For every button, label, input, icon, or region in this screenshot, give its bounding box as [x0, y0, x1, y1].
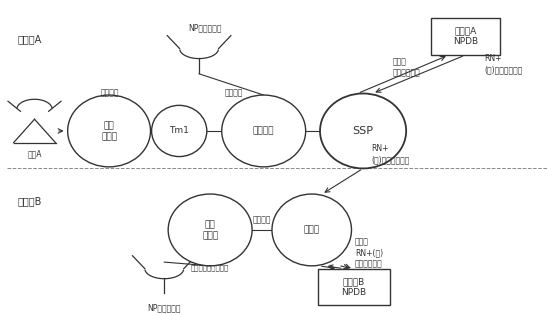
Ellipse shape [68, 95, 150, 167]
Ellipse shape [222, 95, 306, 167]
Ellipse shape [152, 105, 207, 157]
Text: 运营者B
NPDB: 运营者B NPDB [341, 277, 366, 297]
Text: Tm1: Tm1 [169, 126, 189, 135]
Bar [431, 18, 500, 55]
Text: NP用户新位置: NP用户新位置 [148, 303, 181, 312]
Text: 被叫号码: 被叫号码 [225, 88, 243, 97]
Ellipse shape [168, 194, 252, 266]
Bar [318, 269, 390, 306]
Text: RN+
(原)被叫用户号码: RN+ (原)被叫用户号码 [371, 144, 410, 164]
Ellipse shape [272, 194, 351, 266]
Text: 关口局: 关口局 [304, 226, 320, 234]
Text: 用户A: 用户A [27, 149, 42, 158]
Text: 业务键
被叫用户号码: 业务键 被叫用户号码 [392, 57, 420, 77]
Text: 被叫号码: 被叫号码 [253, 215, 271, 225]
Text: 运营商A: 运营商A [18, 34, 42, 44]
Text: SSP: SSP [352, 126, 374, 136]
Text: 被叫号码: 被叫号码 [100, 88, 119, 97]
Text: 发端
交换机: 发端 交换机 [101, 121, 117, 141]
Ellipse shape [320, 94, 406, 169]
Text: 运营者A
NPDB: 运营者A NPDB [453, 26, 478, 46]
Text: NP用户原位置: NP用户原位置 [188, 23, 221, 32]
Text: 服务
交换机: 服务 交换机 [202, 220, 218, 240]
Text: 原交换机: 原交换机 [253, 126, 274, 135]
Text: 真正的被叫用户号码: 真正的被叫用户号码 [191, 264, 229, 271]
Text: 运营商B: 运营商B [18, 196, 42, 206]
Text: RN+
(原)被叫用户号码: RN+ (原)被叫用户号码 [485, 54, 523, 74]
Text: 业务键
RN+(原)
被叫用户号码: 业务键 RN+(原) 被叫用户号码 [355, 237, 383, 268]
